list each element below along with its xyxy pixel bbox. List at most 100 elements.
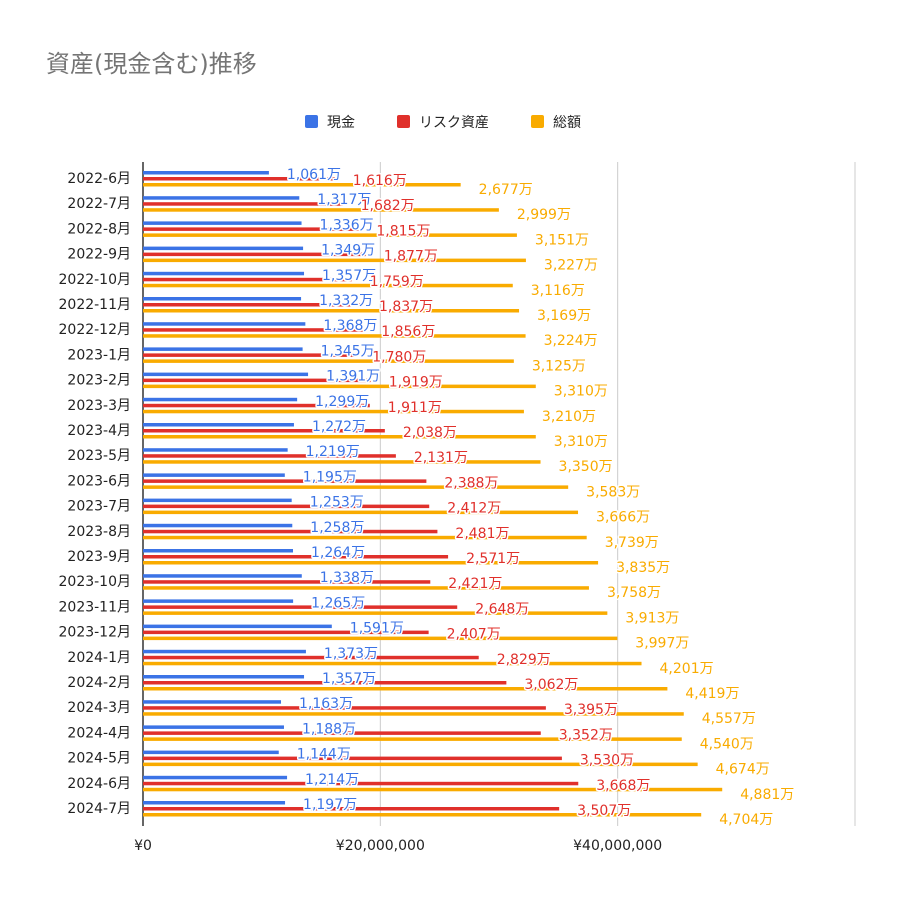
bar-現金 [143,221,302,225]
data-label: 4,201万 [660,661,714,677]
bar-総額 [143,460,541,464]
data-label: 1,759万 [370,274,424,290]
data-label: 1,373万 [324,646,378,662]
bar-総額 [143,384,536,389]
bar-現金 [143,801,286,805]
legend-label-1: リスク資産 [419,115,489,131]
data-label: 4,419万 [685,686,739,702]
y-tick-label: 2023-1月 [67,347,131,363]
bar-現金 [143,473,285,477]
data-label: 3,062万 [524,677,578,693]
bar-総額 [143,561,599,565]
y-tick-label: 2022-9月 [67,247,131,263]
bar-リスク資産 [143,580,431,584]
data-label: 3,507万 [577,803,631,819]
bar-総額 [143,258,526,263]
y-tick-label: 2024-2月 [67,675,131,691]
bar-リスク資産 [143,781,579,786]
bar-リスク資産 [143,706,546,710]
data-label: 4,674万 [716,762,770,778]
bar-現金 [143,271,305,276]
y-tick-label: 2022-6月 [67,171,131,187]
data-label: 1,163万 [299,696,353,712]
data-label: 1,214万 [305,772,359,788]
bar-リスク資産 [143,756,562,761]
bar-リスク資産 [143,227,359,231]
data-label: 1,197万 [303,797,357,813]
data-label: 3,583万 [586,484,640,500]
bar-現金 [143,372,309,377]
legend-swatch-0 [305,115,318,128]
data-label: 1,391万 [326,369,380,385]
bar-現金 [143,297,302,301]
data-label: 3,310万 [554,384,608,400]
y-tick-label: 2023-4月 [67,423,131,439]
data-label: 3,913万 [625,610,679,626]
data-label: 1,061万 [287,167,341,183]
y-tick-label: 2023-9月 [67,549,131,565]
bar-現金 [143,347,303,351]
bar-リスク資産 [143,630,429,635]
data-label: 1,188万 [302,721,356,737]
bar-総額 [143,661,642,666]
bar-総額 [143,586,589,590]
chart-title: 資産(現金含む)推移 [46,50,257,78]
data-label: 3,227万 [544,258,598,274]
bar-現金 [143,196,300,200]
bar-総額 [143,359,514,363]
bar-現金 [143,498,292,503]
bar-総額 [143,787,723,792]
y-tick-label: 2023-3月 [67,398,131,414]
bar-総額 [143,813,702,817]
bar-リスク資産 [143,202,343,206]
data-label: 2,677万 [479,182,533,198]
data-label: 2,999万 [517,207,571,223]
x-tick-label-1: ¥20,000,000 [336,838,425,854]
data-label: 1,815万 [376,223,430,239]
data-label: 1,837万 [379,299,433,315]
bar-現金 [143,624,332,629]
data-label: 3,310万 [554,434,608,450]
y-tick-label: 2023-7月 [67,499,131,515]
data-label: 1,195万 [303,469,357,485]
x-tick-label-2: ¥40,000,000 [573,838,662,854]
data-label: 4,540万 [700,736,754,752]
bar-リスク資産 [143,429,385,433]
x-tick-label-0: ¥0 [134,838,152,854]
bar-現金 [143,397,298,402]
data-label: 1,258万 [310,520,364,536]
data-label: 4,704万 [719,812,773,828]
legend-swatch-1 [397,115,410,128]
bar-総額 [143,535,587,540]
y-tick-label: 2024-6月 [67,776,131,792]
data-label: 1,219万 [306,444,360,460]
legend-label-2: 総額 [553,115,581,131]
bar-現金 [143,649,306,654]
bar-リスク資産 [143,378,371,383]
bar-総額 [143,712,684,716]
y-tick-label: 2022-12月 [59,322,132,338]
bar-リスク資産 [143,731,541,735]
bar-現金 [143,700,282,704]
data-label: 2,829万 [497,652,551,668]
data-label: 2,388万 [444,475,498,491]
bar-総額 [143,485,569,489]
y-tick-label: 2024-3月 [67,700,131,716]
bar-リスク資産 [143,303,361,307]
y-tick-label: 2023-12月 [59,625,132,641]
data-label: 3,758万 [607,585,661,601]
data-label: 3,169万 [537,308,591,324]
data-label: 3,668万 [596,778,650,794]
data-label: 1,253万 [310,495,364,511]
data-label: 3,350万 [559,459,613,475]
data-label: 1,357万 [322,268,376,284]
bar-総額 [143,283,513,288]
bar-現金 [143,750,279,755]
y-tick-label: 2024-5月 [67,751,131,767]
y-tick-label: 2024-4月 [67,725,131,741]
y-tick-label: 2023-8月 [67,524,131,540]
bar-リスク資産 [143,681,507,685]
bar-現金 [143,448,288,452]
bar-総額 [143,309,520,313]
